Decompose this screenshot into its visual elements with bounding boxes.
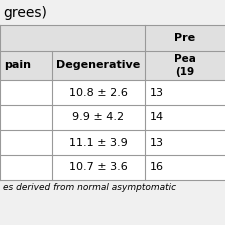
Text: Pea
(19: Pea (19 (174, 54, 196, 77)
Text: 9.9 ± 4.2: 9.9 ± 4.2 (72, 112, 125, 122)
Bar (0, 105, 225, 130)
Bar (0, 155, 225, 180)
Text: 11.1 ± 3.9: 11.1 ± 3.9 (69, 137, 128, 148)
Text: es derived from normal asymptomatic: es derived from normal asymptomatic (3, 183, 176, 192)
Text: 10.8 ± 2.6: 10.8 ± 2.6 (69, 88, 128, 97)
Bar (0, 130, 225, 155)
Bar (0, 51, 225, 80)
Text: 16: 16 (150, 162, 164, 173)
Text: pain: pain (4, 61, 31, 70)
Bar (0, 0, 225, 25)
Text: 14: 14 (150, 112, 164, 122)
Bar (0, 80, 225, 105)
Text: 10.7 ± 3.6: 10.7 ± 3.6 (69, 162, 128, 173)
Text: Pre: Pre (174, 33, 196, 43)
Bar (0, 25, 225, 51)
Text: 13: 13 (150, 137, 164, 148)
Text: 13: 13 (150, 88, 164, 97)
Text: grees): grees) (3, 5, 47, 20)
Text: Degenerative: Degenerative (56, 61, 141, 70)
